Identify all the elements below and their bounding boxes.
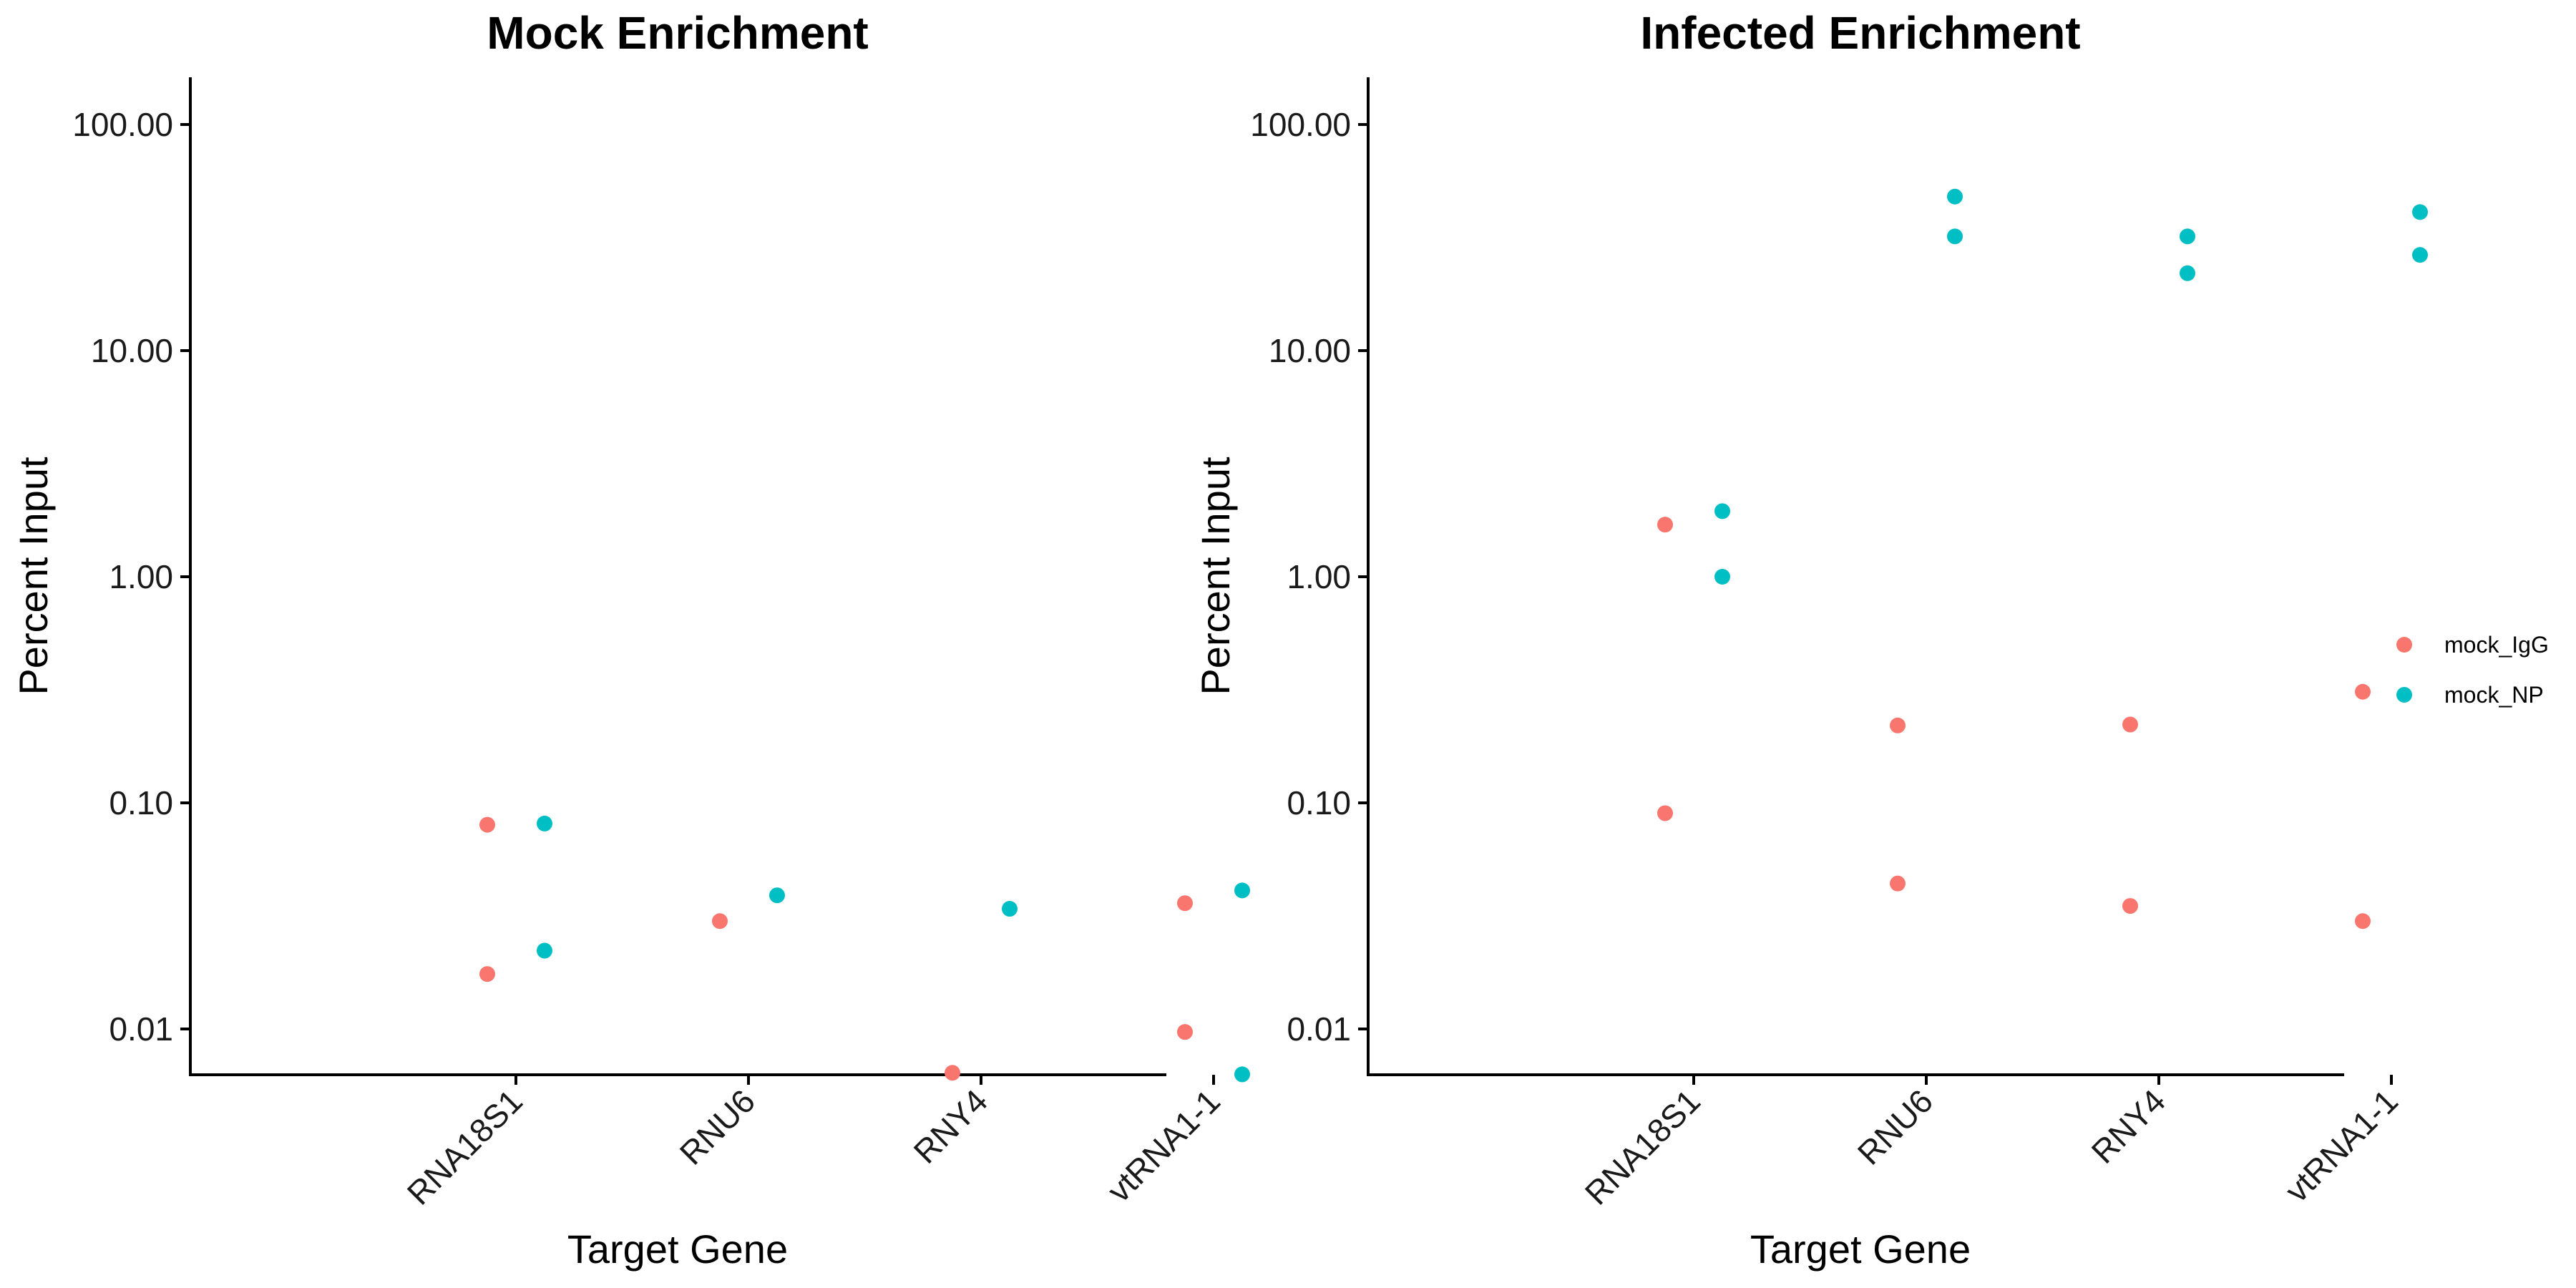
point-mock-igg	[1177, 895, 1193, 912]
point-mock-igg	[479, 966, 495, 982]
point-mock-np	[537, 942, 552, 959]
point-mock-np	[537, 815, 552, 831]
y-tick-label: 0.10	[109, 784, 173, 821]
y-axis-title: Percent Input	[1193, 457, 1238, 696]
panel-title: Infected Enrichment	[1640, 7, 2080, 59]
panel-title: Mock Enrichment	[487, 7, 868, 59]
x-ticks: RNA18S1 RNU6 RNY4 vtRNA1-1	[400, 1075, 1227, 1212]
point-mock-np	[1714, 569, 1730, 585]
y-tick-label: 0.01	[109, 1010, 173, 1048]
panel-mock-enrichment: Mock Enrichment Percent Input Target Gen…	[11, 7, 1250, 1272]
point-mock-np	[1002, 901, 1018, 917]
point-mock-igg	[2355, 913, 2371, 930]
point-mock-igg	[1890, 875, 1906, 892]
point-mock-np	[1234, 1066, 1250, 1083]
point-mock-np	[2412, 204, 2428, 220]
y-tick-label: 1.00	[1287, 558, 1351, 595]
x-tick-label: RNA18S1	[400, 1082, 530, 1211]
y-tick-label: 1.00	[109, 558, 173, 595]
point-mock-np	[2180, 265, 2195, 281]
y-axis-title: Percent Input	[11, 457, 56, 696]
point-mock-igg	[479, 816, 495, 833]
y-tick-label: 100.00	[72, 106, 173, 143]
x-tick-label: RNY4	[907, 1082, 995, 1171]
x-axis-title: Target Gene	[567, 1226, 788, 1272]
x-tick-label: vtRNA1-1	[2278, 1082, 2405, 1209]
legend-label-mock-igg: mock_IgG	[2444, 632, 2549, 658]
y-tick-label: 0.10	[1287, 784, 1351, 821]
point-mock-igg	[1890, 717, 1906, 733]
point-mock-np	[769, 887, 785, 904]
data-points	[479, 815, 1250, 1083]
x-axis-title: Target Gene	[1750, 1226, 1971, 1272]
point-mock-np	[1947, 228, 1963, 245]
x-tick-label: RNY4	[2084, 1082, 2173, 1171]
y-ticks: 0.01 0.10 1.00 10.00 100.00	[72, 106, 190, 1048]
point-mock-np	[1947, 188, 1963, 205]
point-mock-igg	[712, 913, 728, 930]
point-mock-igg	[2355, 683, 2371, 700]
data-points	[1657, 188, 2428, 930]
legend: mock_IgG mock_NP	[2396, 632, 2549, 708]
x-tick-label: RNA18S1	[1578, 1082, 1707, 1211]
panel-infected-enrichment: Infected Enrichment Percent Input Target…	[1193, 7, 2428, 1272]
x-tick-label: RNU6	[673, 1082, 762, 1171]
legend-label-mock-np: mock_NP	[2444, 682, 2544, 708]
point-mock-igg	[1177, 1024, 1193, 1040]
point-mock-igg	[945, 1065, 960, 1081]
axis-lines	[1367, 77, 2344, 1076]
x-tick-label: vtRNA1-1	[1100, 1082, 1227, 1209]
point-mock-igg	[2122, 716, 2138, 733]
point-mock-igg	[1657, 517, 1673, 533]
y-tick-label: 100.00	[1250, 106, 1351, 143]
y-tick-label: 0.01	[1287, 1010, 1351, 1048]
y-tick-label: 10.00	[1269, 332, 1351, 369]
y-ticks: 0.01 0.10 1.00 10.00 100.00	[1250, 106, 1368, 1048]
point-mock-np	[2180, 228, 2195, 245]
legend-key-mock-np	[2396, 687, 2412, 703]
point-mock-np	[1234, 882, 1250, 899]
point-mock-np	[1714, 503, 1730, 519]
legend-key-mock-igg	[2396, 637, 2412, 653]
point-mock-igg	[1657, 805, 1673, 821]
point-mock-np	[2412, 247, 2428, 263]
x-ticks: RNA18S1 RNU6 RNY4 vtRNA1-1	[1578, 1075, 2405, 1212]
x-tick-label: RNU6	[1850, 1082, 1940, 1171]
point-mock-igg	[2122, 898, 2138, 914]
y-tick-label: 10.00	[91, 332, 173, 369]
axis-lines	[189, 77, 1166, 1076]
